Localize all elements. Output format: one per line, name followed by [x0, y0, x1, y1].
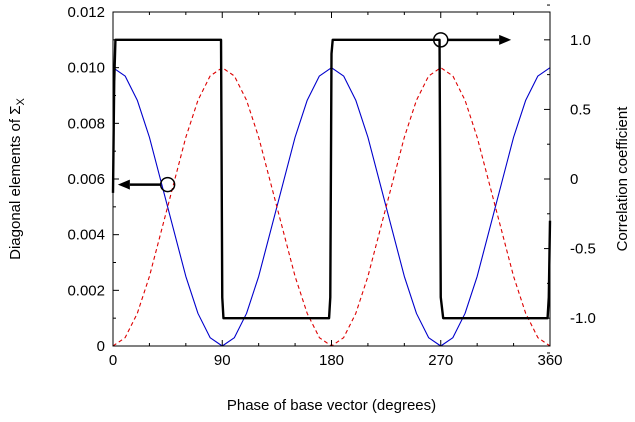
y-left-tick-label: 0: [97, 338, 105, 355]
x-tick-label: 0: [109, 352, 117, 369]
annotation-layer: [117, 32, 512, 193]
ticks-layer: 0 90 180 270 360 0 0.002 0.004 0.006 0.008 0.010 0.…: [67, 4, 595, 369]
y-left-tick-label: 0.008: [67, 115, 105, 132]
annotation-arrow-head-1: [117, 179, 130, 190]
y-right-tick-label: 0.5: [570, 101, 591, 118]
series-line-3: [111, 38, 552, 320]
x-tick-label: 270: [428, 352, 453, 369]
y-right-axis-title: Correlation coefficient: [614, 106, 631, 252]
y-left-tick-label: 0.004: [67, 227, 105, 244]
y-left-tick-label: 0.012: [67, 4, 105, 21]
y-left-tick-label: 0.006: [67, 171, 105, 188]
y-left-tick-label: 0.010: [67, 60, 105, 77]
y-right-tick-label: -0.5: [570, 241, 596, 258]
y-left-axis-title-symbol: Σ: [7, 105, 24, 114]
x-tick-label: 180: [319, 352, 344, 369]
x-tick-label: 90: [214, 352, 231, 369]
series-layer: [111, 38, 552, 347]
y-left-axis-title: Diagonal elements of ΣX: [7, 97, 27, 259]
y-left-axis-title-subscript: X: [15, 97, 27, 105]
y-left-tick-label: 0.002: [67, 282, 105, 299]
annotation-circle-1: [159, 176, 176, 193]
annotation-arrow-head-2: [499, 34, 512, 45]
y-right-tick-label: 1.0: [570, 32, 591, 49]
x-axis-title: Phase of base vector (degrees): [227, 397, 436, 414]
x-tick-label: 360: [537, 352, 562, 369]
y-right-tick-label: -1.0: [570, 310, 596, 327]
y-left-axis-title-text: Diagonal elements of: [7, 115, 24, 260]
y-right-tick-label: 0: [570, 171, 578, 188]
